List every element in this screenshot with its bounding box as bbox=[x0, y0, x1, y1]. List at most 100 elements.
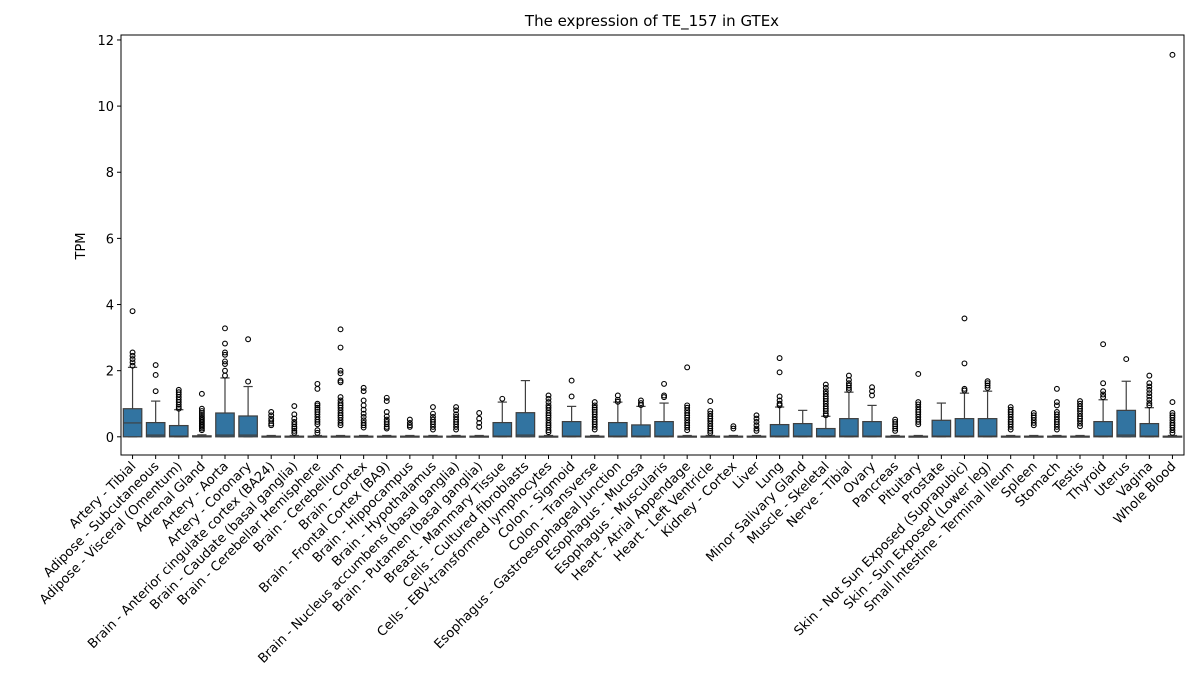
outlier-point bbox=[476, 410, 483, 416]
outlier-point bbox=[776, 393, 783, 400]
outlier-point bbox=[545, 429, 552, 436]
outlier-point bbox=[291, 403, 298, 410]
outlier-point bbox=[453, 423, 460, 430]
box-group bbox=[792, 409, 813, 438]
outlier-point bbox=[268, 409, 275, 415]
outlier-point bbox=[707, 398, 714, 405]
outlier-point bbox=[869, 392, 875, 399]
outlier-point bbox=[222, 349, 228, 356]
outlier-point bbox=[545, 399, 552, 406]
outlier-point bbox=[430, 426, 436, 433]
outlier-point bbox=[661, 380, 668, 387]
box-group bbox=[1093, 341, 1113, 438]
outlier-point bbox=[1077, 420, 1083, 427]
outlier-point bbox=[430, 423, 436, 430]
outlier-point bbox=[314, 385, 321, 392]
box-group bbox=[746, 412, 767, 438]
box-group bbox=[353, 384, 374, 438]
outlier-point bbox=[222, 358, 228, 365]
outlier-point bbox=[129, 349, 136, 356]
outlier-point bbox=[568, 393, 575, 400]
outlier-point bbox=[1100, 394, 1107, 401]
y-tick-label: 2 bbox=[106, 365, 114, 380]
box bbox=[839, 418, 859, 438]
outlier-point bbox=[198, 410, 205, 416]
outlier-point bbox=[222, 367, 228, 374]
box bbox=[492, 421, 513, 438]
outlier-point bbox=[753, 422, 760, 429]
outlier-point bbox=[614, 398, 621, 405]
outlier-point bbox=[198, 408, 205, 414]
outlier-point bbox=[915, 418, 922, 425]
outlier-point bbox=[1030, 422, 1037, 429]
box-group bbox=[885, 416, 905, 438]
outlier-point bbox=[129, 362, 136, 369]
outlier-point bbox=[314, 421, 321, 428]
outlier-point bbox=[383, 394, 390, 401]
outlier-point bbox=[291, 427, 298, 434]
box-group bbox=[723, 423, 744, 438]
outlier-point bbox=[822, 412, 829, 419]
outlier-point bbox=[637, 402, 644, 409]
outlier-point bbox=[822, 384, 829, 391]
box-group bbox=[192, 390, 212, 438]
outlier-point bbox=[545, 392, 552, 399]
plot-frame bbox=[120, 34, 1185, 456]
box-group bbox=[977, 378, 998, 438]
box bbox=[168, 424, 189, 438]
outlier-point bbox=[360, 410, 367, 417]
outlier-point bbox=[984, 382, 991, 389]
outlier-point bbox=[591, 399, 598, 406]
box-group bbox=[1047, 385, 1067, 438]
outlier-point bbox=[961, 315, 968, 322]
outlier-point bbox=[614, 396, 621, 403]
outlier-point bbox=[198, 390, 205, 397]
outlier-point bbox=[337, 379, 344, 386]
box-group bbox=[677, 364, 698, 438]
outlier-point bbox=[175, 405, 182, 412]
outlier-point bbox=[430, 410, 436, 417]
outlier-point bbox=[1100, 380, 1107, 387]
box-group bbox=[561, 377, 582, 438]
outlier-point bbox=[1053, 385, 1060, 392]
box-group bbox=[1023, 410, 1044, 438]
outlier-point bbox=[845, 384, 852, 391]
outlier-point bbox=[661, 394, 668, 401]
outlier-point bbox=[337, 344, 344, 351]
outlier-point bbox=[1077, 423, 1083, 430]
box bbox=[561, 420, 582, 438]
box bbox=[654, 420, 674, 438]
y-tick-label: 8 bbox=[106, 166, 114, 181]
box-group bbox=[815, 381, 836, 438]
outlier-point bbox=[406, 416, 413, 423]
box-group bbox=[1162, 51, 1183, 438]
outlier-point bbox=[1146, 390, 1153, 397]
box bbox=[607, 421, 628, 438]
outlier-point bbox=[1007, 423, 1014, 430]
box-group bbox=[376, 394, 397, 438]
outlier-point bbox=[892, 425, 899, 432]
outlier-point bbox=[406, 423, 413, 430]
outlier-point bbox=[568, 377, 575, 384]
box-group bbox=[423, 404, 443, 438]
outlier-point bbox=[337, 326, 344, 333]
outlier-point bbox=[591, 423, 598, 430]
outlier-point bbox=[845, 376, 852, 383]
box-group bbox=[1070, 398, 1090, 438]
outlier-point bbox=[383, 398, 390, 405]
box bbox=[862, 420, 882, 438]
outlier-point bbox=[707, 429, 714, 436]
box-group bbox=[862, 384, 882, 438]
box-group bbox=[631, 397, 651, 438]
box-group bbox=[307, 380, 328, 438]
outlier-point bbox=[730, 425, 737, 432]
box-group bbox=[400, 416, 420, 438]
outlier-point bbox=[222, 351, 228, 358]
outlier-point bbox=[453, 407, 460, 414]
outlier-point bbox=[360, 406, 367, 413]
box bbox=[1139, 422, 1160, 438]
box bbox=[1116, 409, 1137, 438]
box bbox=[238, 415, 258, 438]
outlier-point bbox=[360, 388, 367, 395]
